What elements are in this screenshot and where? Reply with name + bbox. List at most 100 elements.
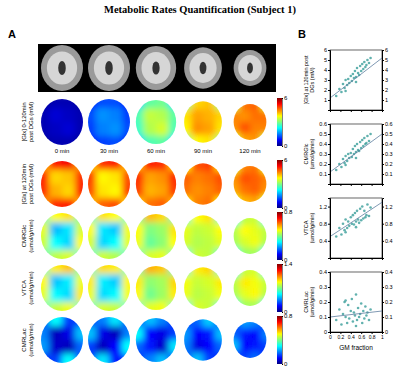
y-right-tick: 0.4: [382, 269, 393, 275]
row-label-line: CMRGlc: [21, 225, 27, 248]
y-right-tick-label: 5: [385, 57, 388, 63]
heatmap-cell: [62, 170, 76, 185]
y-right-tick: 5: [382, 57, 388, 63]
colorbar-axis-line: [282, 99, 284, 147]
heatmap-cell: [131, 170, 144, 184]
heatmap-cell: [96, 250, 110, 265]
heatmap-cell: [75, 274, 89, 289]
y-right-tick-mark: [382, 317, 384, 318]
figure: Metabolic Rates Quantification (Subject …: [0, 0, 400, 368]
x-tick-mark: [330, 110, 331, 112]
y-right-tick: 0.5: [382, 131, 393, 137]
y-axis-title-line: (umol/g/min): [309, 213, 315, 244]
time-label: 60 min: [147, 148, 165, 154]
heatmap-cell: [75, 208, 89, 223]
heatmap-cell: [122, 340, 136, 355]
y-right-tick-label: 0.8: [385, 221, 393, 227]
figure-svg: Metabolic Rates Quantification (Subject …: [0, 0, 400, 368]
brain-map-cells: [179, 158, 227, 210]
y-left-tick: 0.4: [319, 141, 330, 147]
scatter-plot: 123456123456[Glx] at 120min postDGs (mM): [303, 47, 388, 112]
scatter-point: [338, 227, 341, 230]
heatmap-cell: [203, 262, 215, 275]
heatmap-cell: [156, 288, 169, 302]
heatmap-cell: [203, 109, 215, 122]
x-axis: 00.20.40.60.81: [329, 332, 384, 340]
heatmap-cell: [169, 108, 182, 122]
time-label: 90 min: [194, 148, 212, 154]
scatter-point: [368, 140, 371, 143]
y-left-tick-label: 0.2: [319, 299, 327, 305]
heatmap-cell: [179, 327, 191, 340]
x-tick: [351, 258, 352, 260]
heatmap-cell: [261, 299, 272, 311]
heatmap-cell: [36, 340, 50, 355]
heatmap-cell: [49, 326, 63, 341]
heatmap-cell: [156, 261, 169, 275]
scatter-point: [356, 67, 359, 70]
heatmap-cell: [261, 161, 272, 173]
heatmap-cell: [96, 94, 110, 109]
heatmap-cell: [36, 156, 50, 171]
y-right-tick-mark: [382, 100, 384, 101]
y-right-tick-mark: [382, 134, 384, 135]
y-left-tick-label: 1.2: [319, 204, 327, 210]
heatmap-cell: [96, 260, 110, 275]
colorbar-tick-label: 0: [284, 143, 288, 149]
row-label-line: (umol/g/min): [28, 219, 34, 252]
y-right-tick-label: 2: [385, 87, 388, 93]
y-right-tick-label: 0.3: [385, 151, 393, 157]
heatmap-cell: [131, 288, 144, 302]
brain-map-cells: [83, 208, 136, 265]
brain-map: [229, 213, 272, 259]
heatmap-cell: [62, 156, 76, 171]
row-label: CMRLac(umol/g/min): [21, 323, 34, 356]
heatmap-cell: [109, 222, 123, 237]
plot-area: [330, 57, 382, 98]
heatmap-cell: [203, 301, 215, 314]
heatmap-cell: [96, 288, 110, 303]
heatmap-cell: [96, 198, 110, 213]
heatmap-cell: [156, 157, 169, 171]
heatmap-cell: [62, 208, 76, 223]
y-right-tick: 6: [382, 47, 388, 53]
heatmap-cell: [215, 210, 227, 223]
scatter-point: [338, 308, 341, 311]
brain-map: [131, 209, 182, 264]
heatmap-cell: [109, 312, 123, 327]
scatter-plot: 00.10.20.30.400.10.20.30.400.20.40.60.81…: [303, 269, 393, 351]
y-left-tick: 0.6: [319, 121, 330, 127]
heatmap-cell: [143, 354, 156, 368]
heatmap-cell: [122, 250, 136, 265]
y-right-tick-mark: [382, 154, 384, 155]
scatter-point: [340, 91, 343, 94]
colorbar-tick-mark: [282, 364, 283, 365]
scatter-point: [352, 214, 355, 217]
heatmap-cell: [96, 312, 110, 327]
heatmap-cell: [49, 122, 63, 137]
heatmap-cell: [122, 354, 136, 368]
y-left-tick-mark: [328, 80, 330, 81]
heatmap-cell: [75, 136, 89, 151]
y-right-tick-mark: [382, 70, 384, 71]
heatmap-cell: [239, 184, 250, 196]
heatmap-cell: [261, 225, 272, 237]
y-left-tick-label: 0.4: [319, 269, 327, 275]
colorbar-axis-line: [282, 213, 284, 261]
heatmap-cell: [83, 156, 97, 171]
brain-map-cells: [83, 156, 136, 213]
heatmap-cell: [62, 222, 76, 237]
heatmap-cell: [250, 277, 261, 289]
y-right-tick: 1.2: [382, 204, 393, 210]
anatomical-row: [38, 44, 276, 92]
x-tick: 0: [329, 332, 332, 340]
heatmap-cell: [169, 157, 182, 171]
brain-map: [36, 260, 89, 317]
scatter-point: [361, 205, 364, 208]
heatmap-cell: [122, 222, 136, 237]
scatter-point: [368, 62, 371, 65]
heatmap-cell: [36, 198, 50, 213]
y-left-tick: 4: [324, 67, 330, 73]
heatmap-cell: [96, 122, 110, 137]
heatmap-cell: [83, 222, 97, 237]
